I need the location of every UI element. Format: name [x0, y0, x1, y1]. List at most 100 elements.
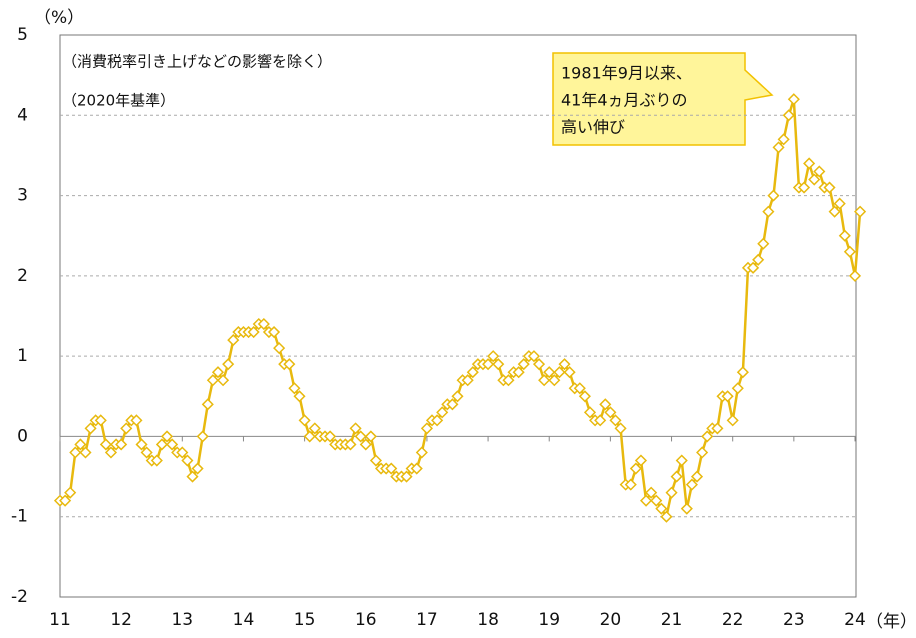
point-marker: [293, 390, 306, 403]
point-marker: [59, 494, 72, 507]
point-marker: [803, 157, 816, 170]
y-tick-label: 2: [17, 266, 28, 286]
point-marker: [762, 205, 775, 218]
point-marker: [420, 422, 433, 435]
point-marker: [364, 430, 377, 443]
note: （2020年基準）: [62, 92, 175, 110]
annotation: 41年4ヵ月ぶりの: [561, 91, 688, 110]
x-tick-label: 16: [355, 610, 377, 630]
point-marker: [140, 446, 153, 459]
x-tick-label: 19: [538, 610, 560, 630]
point-marker: [650, 494, 663, 507]
point-marker: [731, 382, 744, 395]
point-marker: [466, 366, 479, 379]
point-marker: [736, 366, 749, 379]
y-tick-label: 4: [17, 105, 28, 125]
x-tick-label: 20: [600, 610, 622, 630]
point-marker: [369, 454, 383, 467]
y-tick-label: 0: [17, 426, 28, 446]
callout-box: [552, 52, 774, 146]
point-marker: [685, 478, 698, 491]
y-tick-label: 3: [17, 186, 28, 206]
point-marker: [599, 398, 612, 411]
annotation: 高い伸び: [561, 118, 625, 137]
point-marker: [670, 470, 683, 483]
point-marker: [410, 462, 423, 475]
x-tick-label: 12: [110, 610, 132, 630]
y-unit-label: （%）: [34, 8, 84, 28]
point-marker: [527, 350, 541, 363]
point-marker: [665, 486, 678, 499]
point-marker: [415, 446, 428, 459]
point-marker: [267, 325, 281, 339]
point-marker: [808, 173, 821, 186]
point-marker: [701, 430, 714, 443]
point-marker: [532, 358, 546, 371]
point-marker: [288, 382, 301, 395]
point-marker: [543, 366, 556, 379]
point-marker: [772, 141, 785, 154]
point-marker: [512, 366, 525, 379]
point-marker: [64, 486, 77, 499]
point-marker: [201, 398, 214, 411]
point-marker: [130, 414, 143, 427]
point-marker: [680, 502, 693, 515]
point-marker: [191, 462, 204, 475]
point-marker: [548, 374, 561, 387]
point-marker: [848, 269, 862, 282]
point-marker: [797, 181, 811, 194]
point-marker: [721, 390, 734, 403]
point-marker: [538, 374, 551, 387]
point-marker: [217, 374, 230, 387]
point-marker: [639, 494, 653, 507]
x-tick-label: 15: [294, 610, 316, 630]
point-marker: [696, 446, 709, 459]
point-marker: [767, 189, 780, 202]
x-tick-label: 24: [844, 610, 866, 630]
point-marker: [166, 438, 179, 451]
point-marker: [324, 430, 337, 443]
x-unit-label: （年）: [866, 612, 916, 632]
point-marker: [838, 229, 851, 242]
annotation: 1981年9月以来、: [561, 64, 692, 83]
x-tick-label: 23: [783, 610, 805, 630]
point-marker: [303, 430, 316, 443]
point-marker: [79, 446, 92, 459]
point-marker: [604, 406, 617, 419]
point-marker: [614, 422, 627, 435]
point-marker: [120, 422, 133, 435]
point-marker: [273, 342, 286, 355]
y-tick-label: -2: [11, 587, 28, 607]
point-marker: [843, 245, 856, 258]
point-marker: [308, 422, 321, 435]
point-marker: [828, 205, 841, 218]
point-marker: [747, 261, 760, 274]
point-marker: [349, 422, 362, 435]
point-marker: [757, 237, 770, 250]
point-marker: [69, 446, 82, 459]
point-marker: [583, 406, 597, 419]
point-marker: [752, 253, 765, 266]
point-marker: [594, 414, 607, 427]
point-marker: [482, 358, 495, 371]
x-tick-label: 22: [722, 610, 744, 630]
point-marker: [247, 325, 260, 339]
point-marker: [298, 414, 311, 427]
x-tick-label: 13: [171, 610, 193, 630]
point-marker: [354, 430, 367, 443]
point-marker: [675, 454, 688, 467]
point-marker: [84, 422, 97, 435]
point-marker: [431, 414, 444, 427]
point-marker: [833, 197, 846, 210]
point-marker: [115, 438, 128, 451]
note: （消費税率引き上げなどの影響を除く）: [62, 53, 332, 71]
point-marker: [283, 358, 296, 371]
point-marker: [227, 334, 240, 347]
x-tick-label: 11: [49, 610, 71, 630]
x-tick-label: 14: [233, 610, 255, 630]
point-marker: [400, 470, 413, 483]
point-marker: [558, 358, 571, 371]
point-marker: [94, 414, 107, 427]
point-marker: [787, 93, 800, 106]
point-marker: [99, 438, 112, 451]
